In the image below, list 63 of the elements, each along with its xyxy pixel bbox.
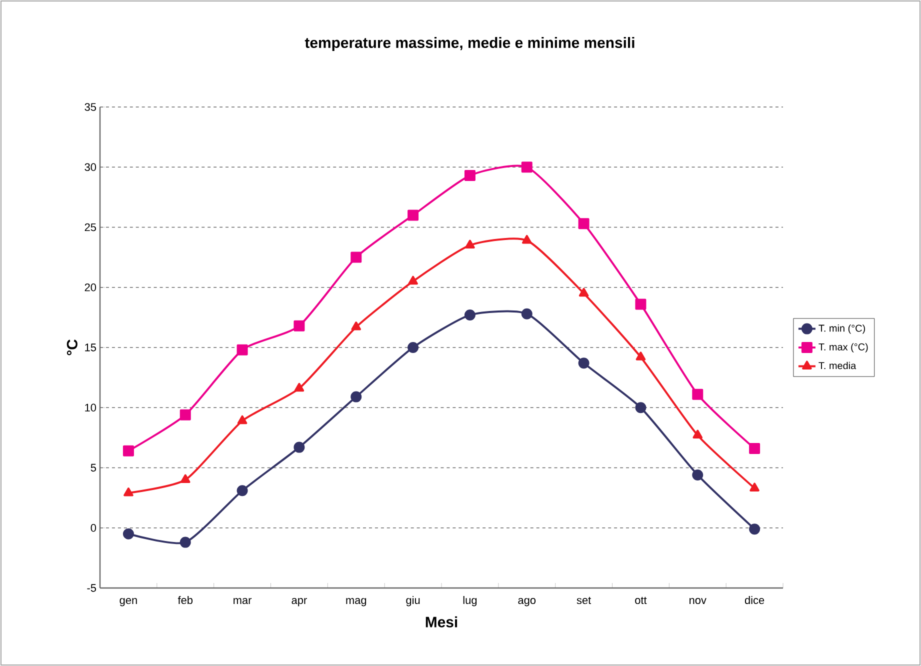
point [408,276,418,285]
point [236,344,248,356]
point [180,474,190,484]
point [408,342,419,353]
point [521,162,532,173]
y-axis-title: °C [66,340,78,356]
point [180,409,191,420]
y-tick-label: 5 [90,464,96,472]
legend-label: T. media [818,362,856,370]
point [122,528,134,540]
point [692,388,704,400]
point [749,524,760,535]
x-tick-label: mar [234,598,252,604]
x-tick-label: apr [292,598,307,606]
y-tick-label: 35 [84,103,96,111]
point [578,288,589,297]
point [124,488,134,496]
y-tick-label: 30 [84,163,96,172]
point [464,310,476,321]
point [635,402,646,414]
y-tick-label: 0 [90,524,96,532]
point [180,536,191,548]
x-tick-label: ago [518,598,536,606]
point [237,415,248,424]
point [578,358,590,369]
legend-label: T. min (°C) [818,324,865,334]
x-tick-label: set [576,596,592,604]
y-tick-label: 15 [85,344,96,352]
point [522,234,532,244]
point [692,430,703,439]
x-tick-label: gen [120,598,137,606]
x-tick-label: dice [744,596,764,604]
point [464,170,476,182]
point [350,252,362,263]
x-tick-label: feb [178,596,193,604]
point [749,443,760,454]
point [750,482,760,492]
x-tick-label: mag [346,598,366,606]
x-tick-label: ott [635,596,647,604]
y-tick-label: 20 [84,284,96,292]
x-tick-label: nov [690,598,706,604]
point [294,320,305,332]
y-tick-label: -5 [87,584,96,592]
legend-label: T. max (°C) [818,343,868,352]
point [351,322,362,330]
point [578,218,590,230]
point [521,308,532,320]
y-tick-label: 10 [85,404,96,412]
point [635,298,646,310]
point [465,240,475,249]
y-tick-label: 25 [84,223,96,232]
point [692,469,704,480]
chart-title: temperature massime, medie e minime mensili [304,37,634,51]
point [236,485,248,496]
x-tick-label: giu [406,596,420,606]
point [350,391,362,402]
point [294,382,304,392]
point [294,442,305,453]
point [122,445,134,456]
point [636,352,646,360]
point [408,210,419,221]
x-axis-title: Mesi [426,616,458,628]
x-tick-label: lug [463,596,477,606]
